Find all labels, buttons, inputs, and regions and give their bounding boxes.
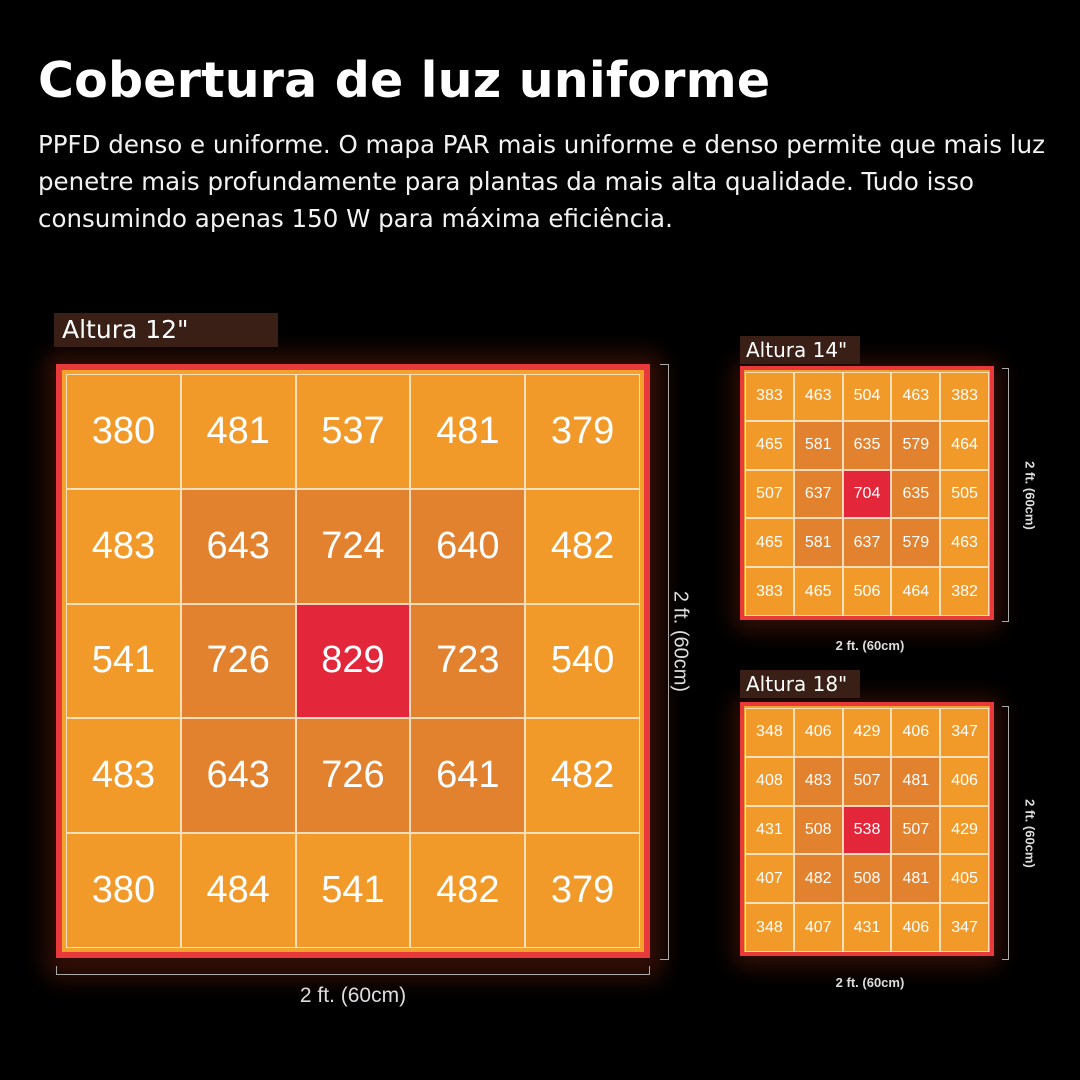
- ppfd-cell: 482: [793, 854, 843, 904]
- ppfd-cell: 635: [842, 420, 892, 470]
- ppfd-cell: 465: [793, 567, 843, 616]
- ppfd-cell: 481: [180, 374, 296, 489]
- page-description: PPFD denso e uniforme. O mapa PAR mais u…: [38, 130, 1045, 233]
- ppfd-cell: 431: [745, 805, 794, 855]
- ppfd-cell: 505: [940, 469, 989, 519]
- ppfd-cell: 541: [66, 603, 181, 719]
- ppfd-cell: 723: [410, 603, 526, 719]
- ppfd-cell: 506: [842, 567, 892, 616]
- map-label: Altura 12": [54, 313, 278, 347]
- ppfd-cell: 640: [410, 488, 526, 604]
- par-grid: 380 481 537 481 379 483 643 724 640 482 541 726 829 7…: [66, 374, 640, 948]
- ppfd-cell: 406: [940, 756, 989, 806]
- ppfd-cell: 407: [745, 854, 794, 904]
- ppfd-cell: 635: [891, 469, 941, 519]
- ppfd-cell: 538: [842, 805, 892, 855]
- ppfd-cell: 581: [793, 420, 843, 470]
- ppfd-cell: 383: [745, 567, 794, 616]
- ppfd-cell: 637: [842, 518, 892, 568]
- ppfd-cell: 408: [745, 756, 794, 806]
- page-title: Cobertura de luz uniforme: [38, 52, 771, 109]
- ppfd-cell: 347: [940, 903, 989, 952]
- ppfd-cell: 406: [891, 903, 941, 952]
- ppfd-cell: 484: [180, 833, 296, 948]
- ppfd-cell: 829: [295, 603, 411, 719]
- ppfd-cell: 481: [891, 756, 941, 806]
- ppfd-cell: 464: [891, 567, 941, 616]
- ppfd-cell: 463: [793, 372, 843, 421]
- ppfd-cell: 507: [745, 469, 794, 519]
- ppfd-cell: 504: [842, 372, 892, 421]
- ppfd-cell: 483: [66, 718, 181, 834]
- height-label: 2 ft. (60cm): [1022, 461, 1038, 530]
- ppfd-cell: 429: [842, 708, 892, 757]
- ppfd-cell: 406: [793, 708, 843, 757]
- ppfd-cell: 465: [745, 518, 794, 568]
- ppfd-cell: 380: [66, 833, 181, 948]
- ppfd-cell: 540: [525, 603, 640, 719]
- map-label: Altura 14": [740, 336, 860, 364]
- ppfd-cell: 383: [745, 372, 794, 421]
- ppfd-cell: 724: [295, 488, 411, 604]
- ppfd-cell: 431: [842, 903, 892, 952]
- ppfd-cell: 481: [410, 374, 526, 489]
- ppfd-cell: 507: [891, 805, 941, 855]
- par-grid: 348 406 429 406 347 408 483 507 481 406 431 508 538 5…: [745, 708, 989, 952]
- ppfd-cell: 380: [66, 374, 181, 489]
- ppfd-cell: 581: [793, 518, 843, 568]
- map-label: Altura 18": [740, 670, 860, 698]
- ppfd-cell: 383: [940, 372, 989, 421]
- width-label: 2 ft. (60cm): [835, 638, 905, 653]
- ppfd-cell: 643: [180, 718, 296, 834]
- ppfd-cell: 541: [295, 833, 411, 948]
- ppfd-cell: 481: [891, 854, 941, 904]
- ppfd-cell: 463: [940, 518, 989, 568]
- ppfd-cell: 465: [745, 420, 794, 470]
- ppfd-cell: 348: [745, 903, 794, 952]
- ppfd-cell: 347: [940, 708, 989, 757]
- ppfd-cell: 482: [525, 718, 640, 834]
- ppfd-cell: 405: [940, 854, 989, 904]
- ppfd-cell: 508: [793, 805, 843, 855]
- ppfd-cell: 382: [940, 567, 989, 616]
- ppfd-cell: 407: [793, 903, 843, 952]
- ppfd-cell: 429: [940, 805, 989, 855]
- ppfd-cell: 643: [180, 488, 296, 604]
- width-label: 2 ft. (60cm): [835, 975, 905, 990]
- ppfd-cell: 704: [842, 469, 892, 519]
- height-label: 2 ft. (60cm): [1022, 799, 1038, 868]
- ppfd-cell: 641: [410, 718, 526, 834]
- ppfd-cell: 483: [793, 756, 843, 806]
- ppfd-cell: 348: [745, 708, 794, 757]
- height-label: 2 ft. (60cm): [669, 590, 692, 693]
- width-label: 2 ft. (60cm): [299, 984, 407, 1007]
- ppfd-cell: 464: [940, 420, 989, 470]
- ppfd-cell: 579: [891, 420, 941, 470]
- ppfd-cell: 406: [891, 708, 941, 757]
- ppfd-cell: 482: [525, 488, 640, 604]
- ppfd-cell: 483: [66, 488, 181, 604]
- par-grid: 383 463 504 463 383 465 581 635 579 464 507 637 704 6…: [745, 372, 989, 616]
- ppfd-cell: 379: [525, 833, 640, 948]
- ppfd-cell: 379: [525, 374, 640, 489]
- ppfd-cell: 482: [410, 833, 526, 948]
- ppfd-cell: 579: [891, 518, 941, 568]
- ppfd-cell: 537: [295, 374, 411, 489]
- ppfd-cell: 726: [180, 603, 296, 719]
- ppfd-cell: 463: [891, 372, 941, 421]
- ppfd-cell: 637: [793, 469, 843, 519]
- ppfd-cell: 508: [842, 854, 892, 904]
- ppfd-cell: 507: [842, 756, 892, 806]
- ppfd-cell: 726: [295, 718, 411, 834]
